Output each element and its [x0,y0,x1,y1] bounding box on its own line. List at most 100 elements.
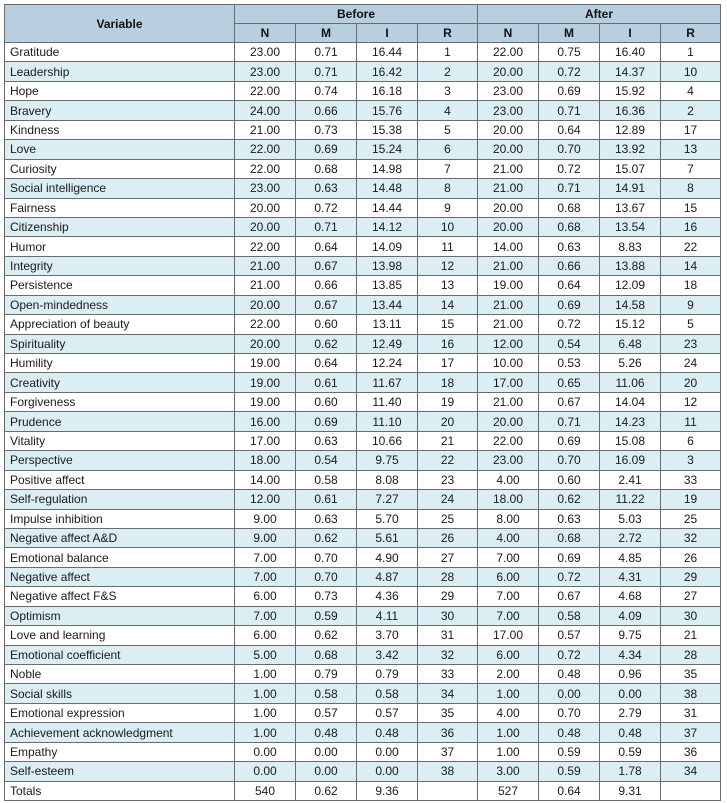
before-n-cell: 1.00 [234,722,296,743]
before-m-cell: 0.00 [295,761,357,782]
before-r-cell: 17 [416,352,479,374]
before-n-cell: 12.00 [234,489,296,510]
before-n-cell: 7.00 [234,605,296,627]
before-i-cell: 0.58 [356,683,418,704]
before-r-cell: 7 [416,158,479,180]
variable-cell: Leadership [4,61,235,82]
before-i-cell: 8.08 [356,469,418,491]
after-n-cell: 4.00 [477,469,540,491]
variable-cell: Emotional balance [4,547,235,568]
before-r-cell: 8 [416,178,479,199]
before-n-cell: 19.00 [234,352,296,374]
after-n-cell: 21.00 [477,255,540,277]
after-m-cell: 0.69 [538,294,601,316]
after-i-cell: 9.31 [599,780,662,802]
after-m-cell: 0.69 [538,547,601,568]
variable-cell: Creativity [4,372,235,393]
table-row: Negative affect 7.00 0.70 4.87 28 6.00 0.72 4.3… [4,566,722,588]
before-i-cell: 4.87 [356,566,418,588]
before-n-cell: 21.00 [234,255,296,277]
before-m-cell: 0.60 [295,391,357,413]
variable-cell: Curiosity [4,158,235,180]
variable-cell: Vitality [4,430,235,452]
before-m-cell: 0.62 [295,625,357,646]
table-row: Citizenship 20.00 0.71 14.12 10 20.00 0.68 13.5… [4,216,722,238]
after-r-cell: 5 [660,314,722,335]
after-r-cell: 17 [660,119,722,141]
before-m-cell: 0.60 [295,314,357,335]
after-r-cell: 38 [660,683,722,704]
after-n-cell: 14.00 [477,236,540,257]
before-m-cell: 0.71 [295,61,357,82]
before-i-cell: 14.12 [356,216,418,238]
after-r-cell: 23 [660,333,722,355]
before-m-cell: 0.58 [295,683,357,704]
variable-cell: Social skills [4,683,235,704]
after-m-cell: 0.70 [538,450,601,471]
after-i-cell: 0.00 [599,683,662,704]
before-i-cell: 4.11 [356,605,418,627]
after-i-cell: 11.06 [599,372,662,393]
table-row: Leadership 23.00 0.71 16.42 2 20.00 0.72 14.37 1… [4,61,722,82]
before-i-cell: 11.10 [356,411,418,432]
before-m-cell: 0.71 [295,41,357,63]
before-n-cell: 17.00 [234,430,296,452]
table-row: Love and learning 6.00 0.62 3.70 31 17.00 0.57… [4,625,722,646]
before-n-cell: 7.00 [234,566,296,588]
after-i-cell: 14.23 [599,411,662,432]
after-m-cell: 0.70 [538,702,601,724]
after-n-cell: 21.00 [477,314,540,335]
before-r-cell: 10 [416,216,479,238]
before-m-cell: 0.59 [295,605,357,627]
after-i-cell: 1.78 [599,761,662,782]
after-i-cell: 12.89 [599,119,662,141]
after-m-cell: 0.66 [538,255,601,277]
before-r-cell: 36 [416,722,479,743]
before-n-cell: 20.00 [234,294,296,316]
table-row: Empathy 0.00 0.00 0.00 37 1.00 0.59 0.59 36 [4,741,722,763]
before-r-cell: 33 [416,663,479,685]
after-m-cell: 0.54 [538,333,601,355]
before-m-cell: 0.64 [295,236,357,257]
before-i-cell: 9.36 [356,780,418,802]
after-m-cell: 0.64 [538,119,601,141]
after-n-header: N [477,23,540,43]
table-row: Gratitude 23.00 0.71 16.44 1 22.00 0.75 16.40 1 [4,41,722,63]
before-m-cell: 0.54 [295,450,357,471]
before-i-cell: 12.24 [356,352,418,374]
before-i-cell: 13.11 [356,314,418,335]
before-i-cell: 4.90 [356,547,418,568]
before-m-cell: 0.70 [295,566,357,588]
after-n-cell: 23.00 [477,80,540,102]
after-i-cell: 16.09 [599,450,662,471]
before-r-cell: 18 [416,372,479,393]
after-i-cell: 13.92 [599,139,662,160]
before-r-cell: 11 [416,236,479,257]
before-n-header: N [234,23,296,43]
after-r-cell: 4 [660,80,722,102]
table-row: Optimism 7.00 0.59 4.11 30 7.00 0.58 4.09 30 [4,605,722,627]
after-m-cell: 0.63 [538,236,601,257]
before-m-cell: 0.62 [295,527,357,549]
after-n-cell: 4.00 [477,702,540,724]
after-n-cell: 7.00 [477,586,540,607]
after-r-cell: 31 [660,702,722,724]
after-m-cell: 0.59 [538,741,601,763]
after-n-cell: 12.00 [477,333,540,355]
after-m-cell: 0.72 [538,314,601,335]
table-row: Noble 1.00 0.79 0.79 33 2.00 0.48 0.96 35 [4,663,722,685]
variable-cell: Social intelligence [4,178,235,199]
after-r-cell: 33 [660,469,722,491]
before-i-header: I [356,23,418,43]
variable-cell: Perspective [4,450,235,471]
after-m-cell: 0.72 [538,644,601,666]
before-n-cell: 22.00 [234,139,296,160]
after-n-cell: 19.00 [477,275,540,296]
before-i-cell: 0.48 [356,722,418,743]
variable-cell: Prudence [4,411,235,432]
table-row: Self-regulation 12.00 0.61 7.27 24 18.00 0.62 1… [4,489,722,510]
before-i-cell: 0.00 [356,761,418,782]
after-r-cell [660,780,722,802]
before-m-cell: 0.67 [295,255,357,277]
before-n-cell: 1.00 [234,663,296,685]
